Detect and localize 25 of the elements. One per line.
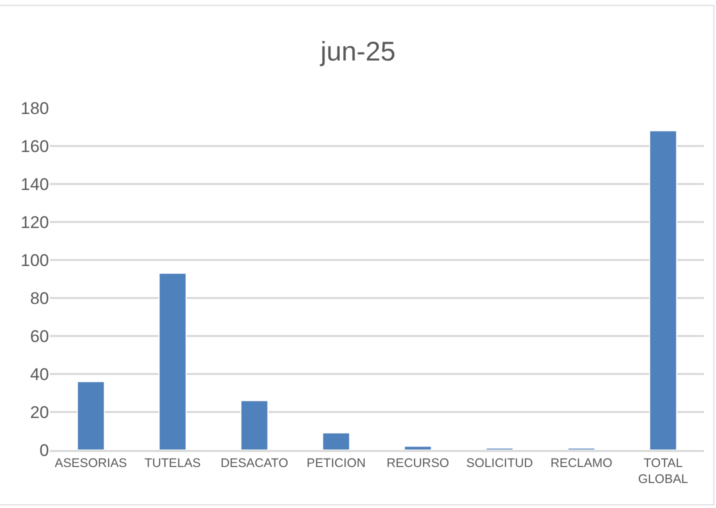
bar bbox=[404, 446, 432, 450]
bar bbox=[322, 432, 350, 450]
y-tick-label: 80 bbox=[30, 288, 49, 308]
bar bbox=[76, 381, 105, 450]
y-tick-label: 120 bbox=[20, 212, 49, 232]
y-tick-label: 160 bbox=[20, 136, 49, 156]
y-tick-label: 180 bbox=[20, 98, 49, 118]
bar bbox=[649, 130, 678, 450]
x-tick-label: TUTELAS bbox=[144, 456, 201, 470]
bar bbox=[158, 272, 187, 450]
y-tick-label: 0 bbox=[40, 440, 49, 460]
x-tick-label: DESACATO bbox=[220, 456, 288, 470]
y-tick-label: 140 bbox=[20, 174, 49, 194]
chart-title: jun-25 bbox=[319, 36, 396, 66]
x-tick-label: PETICION bbox=[306, 456, 366, 470]
x-tick-label: ASESORIAS bbox=[54, 456, 128, 470]
x-tick-label: RECURSO bbox=[386, 456, 450, 470]
y-tick-label: 20 bbox=[30, 402, 49, 422]
y-tick-label: 100 bbox=[20, 250, 49, 270]
bar bbox=[240, 400, 268, 450]
x-tick-label: TOTAL GLOBAL bbox=[638, 456, 688, 486]
y-tick-label: 40 bbox=[30, 364, 49, 384]
x-tick-label: RECLAMO bbox=[550, 456, 613, 470]
y-tick-label: 60 bbox=[30, 326, 49, 346]
x-tick-label: SOLICITUD bbox=[466, 456, 533, 470]
